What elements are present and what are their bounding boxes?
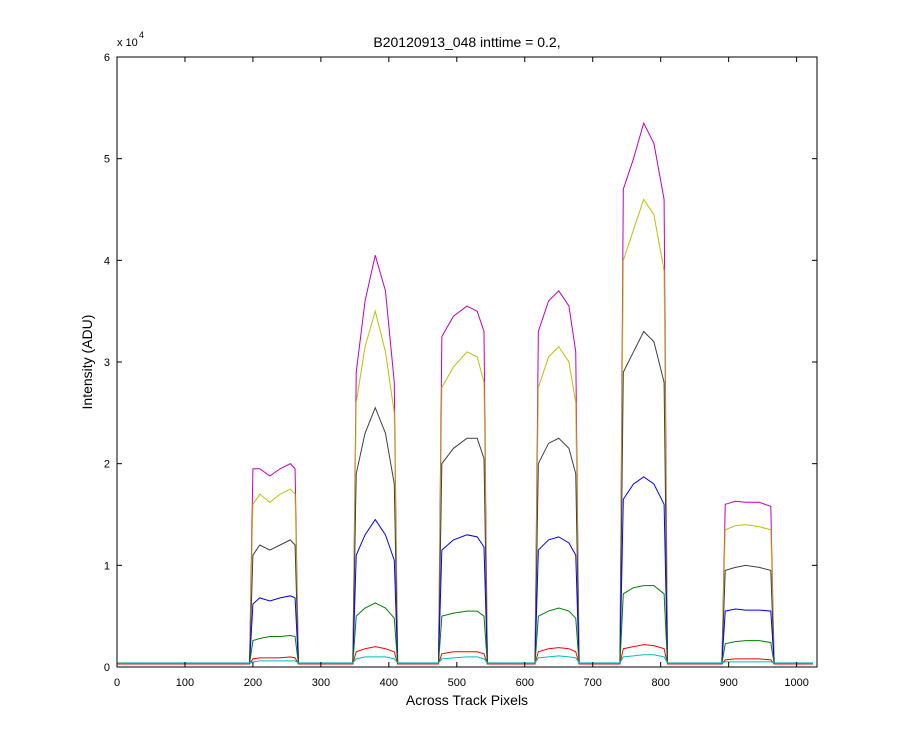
y-scale-exponent: 4 (139, 30, 144, 40)
y-tick-label: 0 (104, 662, 110, 674)
x-tick-label: 100 (176, 677, 194, 689)
y-tick-label: 1 (104, 560, 110, 572)
y-tick-label: 3 (104, 357, 110, 369)
x-tick-label: 400 (380, 677, 398, 689)
y-tick-label: 2 (104, 459, 110, 471)
y-tick-label: 6 (104, 52, 110, 64)
x-tick-label: 500 (448, 677, 466, 689)
x-tick-label: 0 (114, 677, 120, 689)
chart-title: B20120913_048 inttime = 0.2, (373, 34, 560, 50)
x-tick-label: 200 (244, 677, 262, 689)
x-tick-label: 800 (652, 677, 670, 689)
x-tick-label: 600 (516, 677, 534, 689)
x-tick-label: 1000 (784, 677, 808, 689)
x-tick-label: 300 (312, 677, 330, 689)
x-axis-label: Across Track Pixels (406, 692, 528, 708)
plot-area (117, 121, 813, 665)
series-line (117, 654, 813, 664)
y-scale-base: x 10 (117, 37, 138, 49)
x-tick-label: 700 (584, 677, 602, 689)
x-tick-label: 900 (719, 677, 737, 689)
y-axis-label: Intensity (ADU) (79, 315, 95, 410)
y-tick-label: 4 (104, 255, 110, 267)
series-line (117, 644, 813, 665)
y-tick-label: 5 (104, 154, 110, 166)
